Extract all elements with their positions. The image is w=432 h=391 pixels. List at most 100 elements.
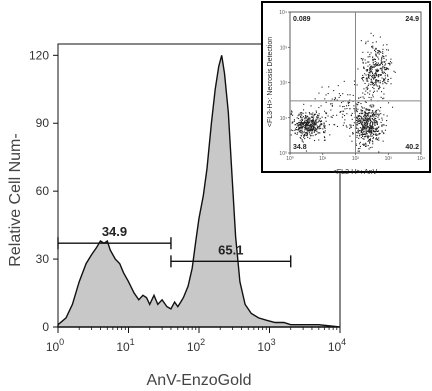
scatter-point <box>381 125 383 127</box>
scatter-point <box>355 119 357 121</box>
scatter-point <box>308 117 310 119</box>
scatter-point <box>300 118 302 120</box>
scatter-point <box>386 115 388 117</box>
scatter-point <box>365 145 367 147</box>
scatter-point <box>319 119 321 121</box>
scatter-point <box>372 74 374 76</box>
scatter-point <box>361 132 363 134</box>
scatter-point <box>307 119 309 121</box>
scatter-point <box>389 61 391 63</box>
scatter-point <box>375 75 377 77</box>
scatter-point <box>367 137 369 139</box>
scatter-point <box>312 119 314 121</box>
histogram-plot: 0 30 60 90 120 100 101 102 103 104 34.9 65.1 AnV-… <box>7 43 346 389</box>
scatter-point <box>374 133 376 135</box>
scatter-point <box>374 77 376 79</box>
scatter-point <box>368 127 370 129</box>
scatter-point <box>303 134 305 136</box>
scatter-point <box>363 143 365 145</box>
scatter-point <box>372 47 374 49</box>
scatter-point <box>309 135 311 137</box>
scatter-point <box>372 111 374 113</box>
scatter-point <box>312 126 314 128</box>
scatter-point <box>305 132 307 134</box>
scatter-point <box>370 104 372 106</box>
scatter-point <box>390 77 392 79</box>
scatter-point <box>360 115 362 117</box>
scatter-point <box>365 118 367 120</box>
scatter-point <box>368 72 370 74</box>
scatter-point <box>366 125 368 127</box>
scatter-point <box>384 71 386 73</box>
scatter-point <box>371 125 373 127</box>
scatter-point <box>367 80 369 82</box>
scatter-point <box>371 115 373 117</box>
scatter-point <box>374 61 376 63</box>
scatter-point <box>369 109 371 111</box>
scatter-point <box>358 115 360 117</box>
scatter-point <box>369 142 371 144</box>
scatter-point <box>362 143 364 145</box>
scatter-point <box>358 101 360 103</box>
scatter-point <box>360 109 362 111</box>
scatter-point <box>368 129 370 131</box>
scatter-point <box>363 127 365 129</box>
scatter-point <box>304 126 306 128</box>
scatter-point <box>361 134 363 136</box>
scatter-point <box>302 116 304 118</box>
scatter-point <box>383 80 385 82</box>
scatter-point <box>375 120 377 122</box>
scatter-point <box>365 43 367 45</box>
scatter-point <box>365 78 367 80</box>
scatter-point <box>375 79 377 81</box>
scatter-point <box>382 44 384 46</box>
scatter-point <box>303 125 305 127</box>
scatter-point <box>319 126 321 128</box>
scatter-point <box>368 130 370 132</box>
scatter-point <box>309 121 311 123</box>
scatter-point <box>362 110 364 112</box>
scatter-point <box>365 127 367 129</box>
scatter-point <box>316 116 318 118</box>
scatter-point <box>362 122 364 124</box>
scatter-point <box>367 65 369 67</box>
scatter-point <box>301 130 303 132</box>
scatter-point <box>306 115 308 117</box>
scatter-point <box>384 79 386 81</box>
scatter-point <box>306 133 308 135</box>
scatter-point <box>358 137 360 139</box>
scatter-point <box>308 121 310 123</box>
scatter-point <box>366 113 368 115</box>
inset-y-tick-label: 10² <box>280 81 288 87</box>
scatter-point <box>348 101 350 103</box>
scatter-point <box>333 90 335 92</box>
inset-y-tick-label: 10¹ <box>280 116 288 122</box>
scatter-point <box>312 118 314 120</box>
scatter-point <box>319 117 321 119</box>
scatter-point <box>301 127 303 129</box>
scatter-point <box>372 104 374 106</box>
scatter-point <box>367 115 369 117</box>
scatter-point <box>336 99 338 101</box>
scatter-point <box>356 110 358 112</box>
scatter-point <box>297 125 299 127</box>
scatter-point <box>370 135 372 137</box>
scatter-point <box>312 122 314 124</box>
scatter-point <box>357 121 359 123</box>
scatter-point <box>300 122 302 124</box>
scatter-point <box>383 78 385 80</box>
scatter-point <box>300 130 302 132</box>
scatter-point <box>298 121 300 123</box>
scatter-point <box>305 117 307 119</box>
scatter-point <box>306 134 308 136</box>
scatter-point <box>316 128 318 130</box>
scatter-point <box>369 69 371 71</box>
scatter-point <box>384 73 386 75</box>
scatter-point <box>325 112 327 114</box>
scatter-point <box>373 130 375 132</box>
scatter-point <box>334 97 336 99</box>
scatter-point <box>367 76 369 78</box>
scatter-point <box>321 123 323 125</box>
scatter-point <box>375 72 377 74</box>
scatter-point <box>375 64 377 66</box>
